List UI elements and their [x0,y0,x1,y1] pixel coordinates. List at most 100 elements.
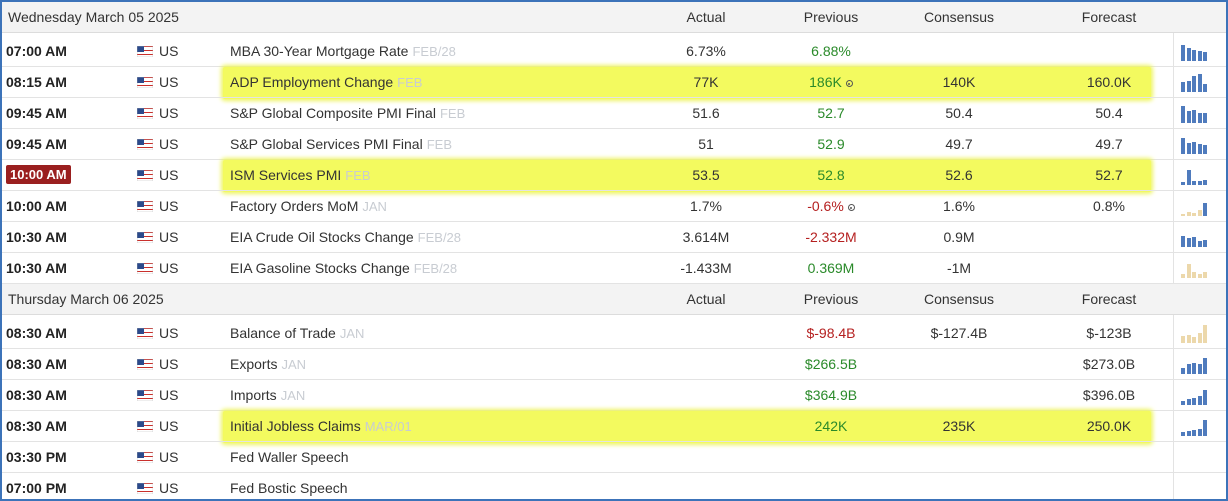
event-consensus: 1.6% [943,198,975,214]
event-forecast: 50.4 [1095,105,1123,121]
event-time: 09:45 AM [6,136,67,152]
event-name-link[interactable]: EIA Gasoline Stocks Change FEB/28 [230,253,457,284]
event-name-link[interactable]: Fed Bostic Speech [230,473,348,499]
event-row[interactable]: 08:30 AM US Balance of Trade JAN $-98.4B $-12… [2,318,1226,349]
sparkline-chart[interactable] [1181,42,1209,61]
event-row[interactable]: 10:00 AM US ISM Services PMI FEB 53.5 52.8 52.… [2,160,1226,191]
sparkline-bar [1186,238,1191,247]
event-name-link[interactable]: ISM Services PMI FEB [230,160,371,191]
us-flag-icon [137,170,153,181]
us-flag-icon [137,452,153,463]
sparkline-bar [1186,170,1191,185]
event-row[interactable]: 10:30 AM US EIA Gasoline Stocks Change FEB/… [2,253,1226,284]
event-name-link[interactable]: S&P Global Composite PMI Final FEB [230,98,465,129]
event-name-link[interactable]: Fed Waller Speech [230,442,349,472]
event-row[interactable]: 07:00 PM US Fed Bostic Speech [2,473,1226,499]
event-row[interactable]: 08:30 AM US Imports JAN $364.9B $396.0B [2,380,1226,411]
event-row[interactable]: 10:30 AM US EIA Crude Oil Stocks Change FEB… [2,222,1226,253]
sparkline-bar [1186,364,1191,374]
event-period: JAN [280,388,306,403]
event-highlight [223,160,1151,192]
sparkline-bar [1197,113,1202,123]
sparkline-bar [1181,368,1185,374]
event-consensus: -1M [946,260,972,276]
event-actual: -1.433M [680,260,732,276]
column-header-consensus: Consensus [923,9,995,25]
event-country: US [159,105,179,121]
sparkline-chart[interactable] [1181,166,1209,185]
event-highlight [223,411,1151,443]
us-flag-icon [137,421,153,432]
event-country: US [159,449,179,465]
sparkline-bar [1181,45,1185,61]
column-header-forecast: Forecast [1081,291,1137,307]
sparkline-bar [1197,274,1202,278]
event-name: Fed Bostic Speech [230,480,348,496]
event-row[interactable]: 08:30 AM US Initial Jobless Claims MAR/01 24… [2,411,1226,442]
sparkline-bar [1181,82,1185,92]
sparkline-chart[interactable] [1181,324,1209,343]
event-name: ISM Services PMI [230,167,342,183]
sparkline-chart[interactable] [1181,259,1209,278]
event-name-link[interactable]: Imports JAN [230,380,305,411]
event-previous-value: $-98.4B [806,325,856,341]
event-country: US [159,387,179,403]
event-row[interactable]: 03:30 PM US Fed Waller Speech [2,442,1226,473]
column-header-forecast: Forecast [1081,9,1137,25]
event-time: 09:45 AM [6,105,67,121]
event-period: FEB/28 [417,230,462,245]
sparkline-chart[interactable] [1181,386,1209,405]
event-row[interactable]: 07:00 AM US MBA 30-Year Mortgage Rate FEB/2… [2,36,1226,67]
event-name: Factory Orders MoM [230,198,359,214]
sparkline-bar [1181,432,1185,436]
sparkline-chart[interactable] [1181,228,1209,247]
event-row[interactable]: 09:45 AM US S&P Global Composite PMI Final… [2,98,1226,129]
event-country: US [159,229,179,245]
event-name-link[interactable]: Balance of Trade JAN [230,318,364,349]
event-time: 03:30 PM [6,449,67,465]
us-flag-icon [137,108,153,119]
event-name-link[interactable]: S&P Global Services PMI Final FEB [230,129,452,160]
sparkline-chart[interactable] [1181,135,1209,154]
event-actual: 1.7% [690,198,722,214]
event-name-link[interactable]: MBA 30-Year Mortgage Rate FEB/28 [230,36,456,67]
sparkline-chart[interactable] [1181,355,1209,374]
event-period: FEB [426,137,453,152]
event-row[interactable]: 10:00 AM US Factory Orders MoM JAN 1.7% -0.6%… [2,191,1226,222]
event-consensus: 235K [942,418,976,434]
event-time: 10:30 AM [6,260,67,276]
sparkline-chart[interactable] [1181,104,1209,123]
event-name-link[interactable]: ADP Employment Change FEB [230,67,422,98]
sparkline-bar [1203,325,1208,343]
event-previous: 186K [767,67,895,97]
event-name-link[interactable]: EIA Crude Oil Stocks Change FEB/28 [230,222,461,253]
event-country: US [159,418,179,434]
sparkline-bar [1186,264,1191,278]
event-row[interactable]: 08:30 AM US Exports JAN $266.5B $273.0B [2,349,1226,380]
event-consensus: 140K [942,74,976,90]
sparkline-bar [1192,237,1197,247]
sparkline-bar [1192,272,1197,278]
sparkline-bar [1186,81,1191,92]
sparkline-bar [1192,363,1197,374]
event-actual: 3.614M [682,229,730,245]
event-forecast: 52.7 [1095,167,1123,183]
event-actual: 51.6 [692,105,720,121]
event-name-link[interactable]: Exports JAN [230,349,306,380]
sparkline-chart[interactable] [1181,73,1209,92]
sparkline-chart[interactable] [1181,197,1209,216]
us-flag-icon [137,201,153,212]
event-name: EIA Crude Oil Stocks Change [230,229,414,245]
sparkline-bar [1203,113,1208,123]
event-name-link[interactable]: Initial Jobless Claims MAR/01 [230,411,412,442]
sparkline-bar [1186,143,1191,154]
event-country: US [159,74,179,90]
sparkline-bar [1197,396,1202,405]
event-row[interactable]: 08:15 AM US ADP Employment Change FEB 77K 186… [2,67,1226,98]
event-row[interactable]: 09:45 AM US S&P Global Services PMI Final F… [2,129,1226,160]
sparkline-chart[interactable] [1181,417,1209,436]
event-name-link[interactable]: Factory Orders MoM JAN [230,191,387,222]
event-name: Fed Waller Speech [230,449,349,465]
event-name: S&P Global Composite PMI Final [230,105,436,121]
